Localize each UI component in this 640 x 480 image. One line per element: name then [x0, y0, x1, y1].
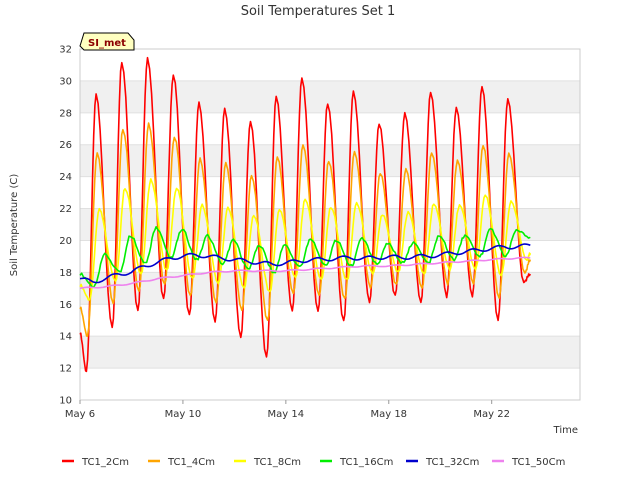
grid-band: [80, 80, 580, 113]
grid-band: [80, 336, 580, 369]
x-axis-ticks: May 6 May 10 May 14 May 18 May 22: [65, 400, 510, 420]
y-tick-label: 10: [59, 396, 72, 407]
y-tick-label: 20: [59, 236, 72, 247]
series-line-tc1-8cm: [79, 178, 532, 301]
y-tick-label: 14: [59, 332, 72, 343]
chart-title: Soil Temperatures Set 1: [241, 4, 396, 19]
y-tick-label: 30: [59, 76, 72, 87]
x-tick-label: May 10: [165, 409, 202, 420]
y-axis-ticks: 10 12 14 16 18 20 22 24 26 28 30 32: [59, 45, 72, 407]
y-tick-label: 32: [59, 45, 72, 56]
y-axis-label: Soil Temperature (C): [9, 174, 20, 277]
grid-band: [80, 144, 580, 177]
series-line-tc1-16cm: [79, 226, 531, 288]
y-tick-label: 28: [59, 108, 72, 119]
series-line-tc1-4cm: [79, 122, 532, 338]
site-badge: SI_met: [79, 32, 135, 51]
site-badge-label: SI_met: [88, 38, 126, 49]
y-tick-label: 16: [59, 300, 72, 311]
series-lines: [79, 56, 532, 373]
series-line-tc1-2cm: [79, 56, 532, 373]
site-badge-shape: [79, 32, 135, 51]
x-tick-label: May 18: [370, 409, 407, 420]
legend-label: TC1_2Cm: [81, 457, 129, 468]
y-tick-label: 12: [59, 364, 72, 375]
legend-label: TC1_50Cm: [511, 457, 565, 468]
plot-area-border: [79, 48, 581, 401]
plot-background-bands: [80, 80, 580, 401]
x-tick-label: May 6: [65, 409, 95, 420]
y-tick-label: 22: [59, 204, 72, 215]
legend-label: TC1_16Cm: [339, 457, 393, 468]
grid-band: [80, 208, 580, 241]
y-tick-label: 24: [59, 172, 72, 183]
y-tick-label: 26: [59, 140, 72, 151]
series-line-tc1-32cm: [79, 243, 531, 284]
legend-label: TC1_8Cm: [253, 457, 301, 468]
legend-label: TC1_32Cm: [425, 457, 479, 468]
x-axis-label: Time: [553, 425, 578, 436]
y-tick-label: 18: [59, 268, 72, 279]
series-line-tc1-50cm: [79, 256, 531, 290]
x-tick-label: May 14: [268, 409, 305, 420]
x-tick-label: May 22: [473, 409, 510, 420]
grid-band: [80, 272, 580, 305]
legend: TC1_2Cm TC1_4Cm TC1_8Cm TC1_16Cm TC1_32Cm TC1…: [62, 457, 565, 468]
legend-label: TC1_4Cm: [167, 457, 215, 468]
